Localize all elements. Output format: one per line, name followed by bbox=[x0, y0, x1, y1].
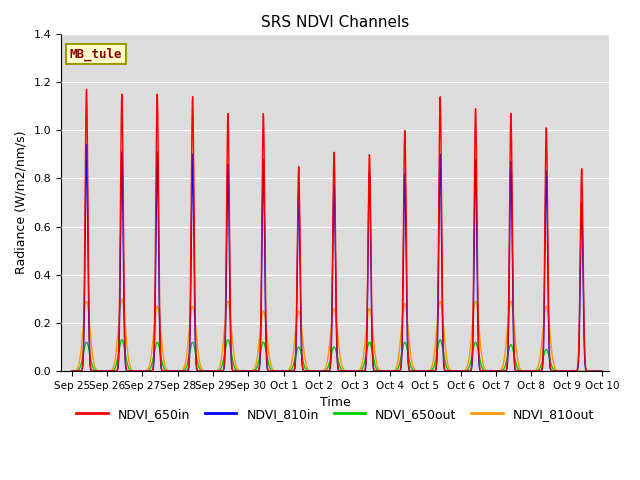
Y-axis label: Radiance (W/m2/nm/s): Radiance (W/m2/nm/s) bbox=[15, 131, 28, 274]
Text: MB_tule: MB_tule bbox=[69, 48, 122, 61]
Title: SRS NDVI Channels: SRS NDVI Channels bbox=[261, 15, 409, 30]
X-axis label: Time: Time bbox=[320, 396, 351, 409]
Legend: NDVI_650in, NDVI_810in, NDVI_650out, NDVI_810out: NDVI_650in, NDVI_810in, NDVI_650out, NDV… bbox=[72, 403, 599, 426]
